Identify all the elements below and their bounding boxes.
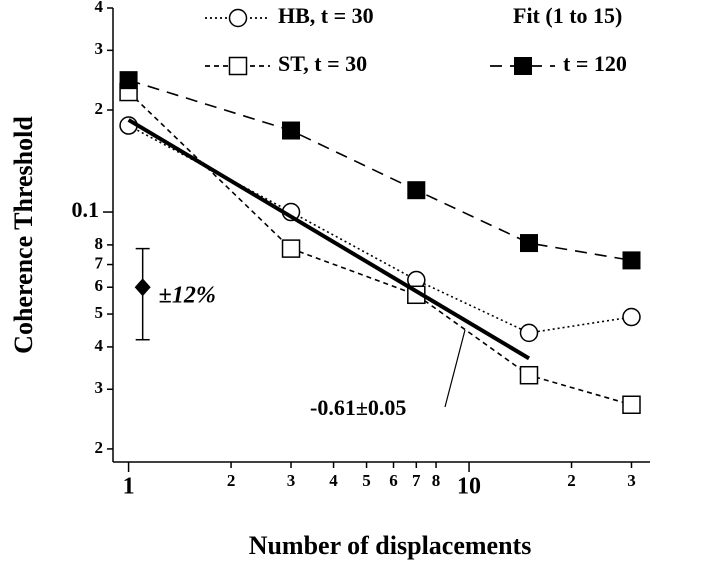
- legend-marker: [514, 57, 532, 75]
- point: [520, 234, 539, 253]
- series-line: [128, 79, 632, 262]
- point: [519, 323, 539, 343]
- x-tick-label: 7: [412, 471, 421, 490]
- x-tick-label: 1: [123, 474, 135, 500]
- x-tick-label: 5: [362, 471, 371, 490]
- legend-label: Fit (1 to 15): [513, 3, 622, 28]
- point: [622, 307, 641, 327]
- point: [119, 71, 138, 90]
- x-axis-label: Number of displacements: [249, 531, 532, 560]
- y-tick-label: 3: [95, 378, 104, 397]
- x-tick-label: 6: [389, 471, 398, 490]
- legend-label: ST, t = 30: [278, 51, 367, 76]
- series-line: [128, 91, 632, 406]
- y-tick-label: 4: [95, 336, 104, 355]
- y-tick-label: 8: [95, 234, 104, 253]
- x-tick-label: 3: [287, 471, 296, 490]
- y-axis-label: Coherence Threshold: [9, 116, 38, 354]
- point: [281, 239, 301, 258]
- x-tick-label: 2: [567, 471, 576, 490]
- legend-label: t = 120: [563, 51, 627, 76]
- x-tick-label: 10: [457, 474, 481, 500]
- y-tick-label: 2: [95, 99, 104, 118]
- point: [282, 121, 301, 140]
- y-tick-label: 4: [95, 0, 104, 16]
- error-point: [134, 278, 151, 297]
- point: [407, 181, 426, 200]
- y-tick-label: 6: [95, 276, 104, 295]
- point: [622, 395, 641, 415]
- error-label: ±12%: [159, 283, 216, 309]
- y-tick-label: 3: [95, 39, 104, 58]
- annotation: -0.61±0.05: [310, 395, 406, 420]
- legend-label: HB, t = 30: [278, 3, 374, 28]
- y-tick-label: 2: [95, 438, 104, 457]
- annotation-pointer: [444, 329, 466, 408]
- x-tick-label: 3: [627, 471, 636, 490]
- point: [622, 251, 641, 270]
- x-tick-label: 8: [432, 471, 441, 490]
- point: [519, 365, 539, 385]
- x-tick-label: 2: [227, 471, 236, 490]
- legend-marker: [228, 56, 248, 76]
- legend-marker: [228, 8, 248, 28]
- y-tick-label: 0.1: [72, 197, 100, 222]
- y-tick-label: 5: [95, 303, 104, 322]
- x-tick-label: 4: [329, 471, 338, 490]
- series-line: [127, 118, 531, 361]
- y-tick-label: 7: [95, 253, 104, 272]
